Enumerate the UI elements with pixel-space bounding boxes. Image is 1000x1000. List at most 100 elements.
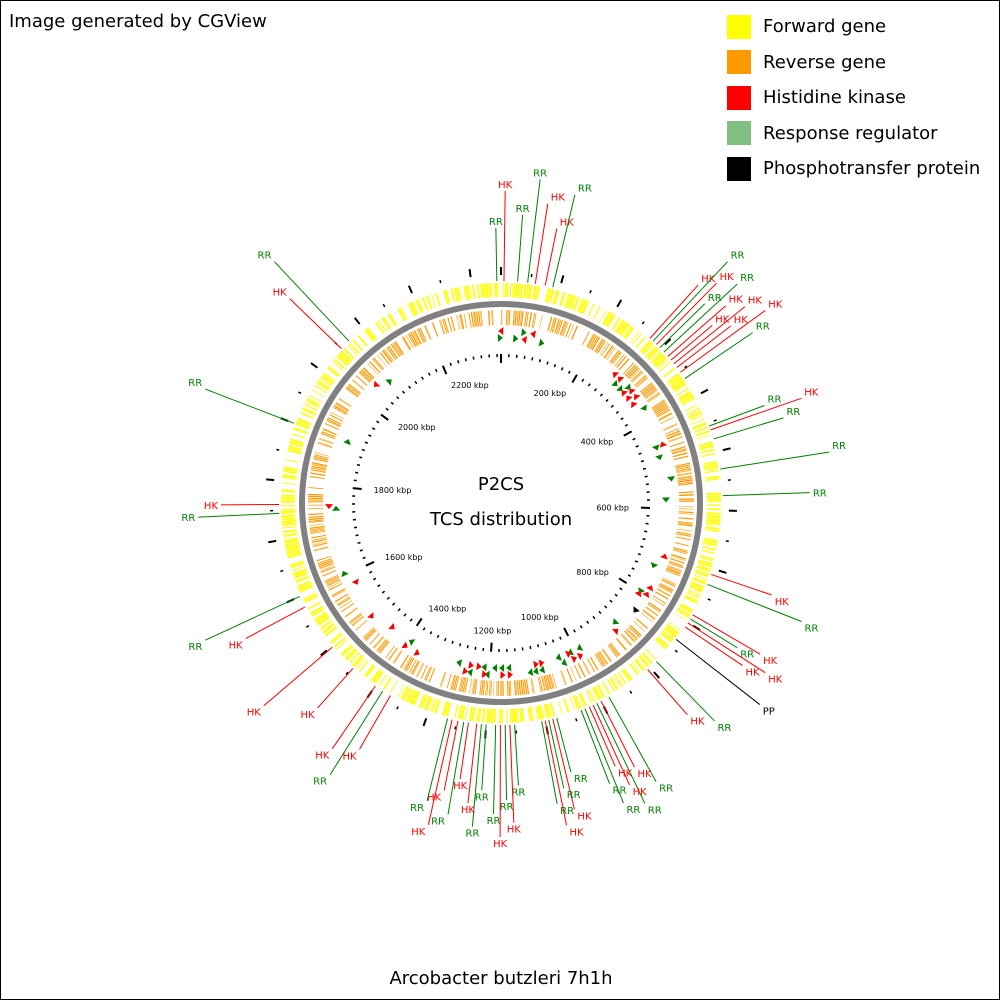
forward-gene [289, 442, 303, 448]
forward-gene-track [281, 283, 721, 723]
reverse-gene [500, 680, 501, 696]
forward-gene [689, 414, 703, 422]
ruler-tick [631, 567, 635, 570]
tcs-label-rr: RR [768, 395, 782, 406]
forward-gene [687, 589, 701, 597]
tcs-arrow-rr [539, 665, 546, 674]
ruler-tick [627, 574, 632, 577]
reverse-gene [345, 388, 358, 398]
forward-gene [651, 353, 663, 364]
reverse-gene [582, 661, 590, 675]
forward-gene [364, 329, 375, 342]
forward-gene [706, 517, 721, 520]
organism-name: Arcobacter butzleri 7h1h [389, 968, 613, 989]
ruler-label: 2000 kbp [398, 423, 436, 432]
ruler-tick [490, 642, 493, 652]
forward-gene [283, 534, 298, 538]
tcs-arrow-hk [533, 660, 539, 669]
ruler-label: 800 kbp [576, 568, 609, 577]
forward-gene [619, 322, 629, 336]
reverse-gene [502, 680, 504, 696]
forward-gene [614, 319, 624, 332]
forward-gene [446, 702, 452, 717]
reverse-gene [634, 375, 647, 386]
ruler-tick [599, 393, 603, 397]
forward-gene [317, 616, 330, 626]
reverse-gene [667, 436, 683, 442]
forward-gene [667, 373, 680, 383]
reverse-gene [670, 555, 686, 561]
forward-gene [441, 701, 447, 716]
ruler-tick [571, 374, 578, 384]
reverse-gene [678, 517, 694, 520]
forward-gene [499, 708, 500, 723]
forward-gene [703, 462, 718, 466]
outer-tick [560, 275, 565, 284]
reverse-gene [459, 676, 464, 692]
outer-tick [713, 419, 717, 422]
forward-gene [516, 708, 519, 723]
ruler-tick [457, 360, 460, 364]
forward-gene [488, 708, 491, 723]
reverse-gene [630, 370, 643, 382]
reverse-gene [565, 322, 572, 338]
reverse-gene [655, 406, 669, 415]
tcs-label-hk: HK [690, 717, 705, 728]
forward-gene [572, 695, 580, 710]
forward-gene [705, 526, 720, 530]
tcs-arrow-hk [468, 660, 474, 669]
forward-gene [688, 412, 703, 420]
reverse-gene [318, 438, 334, 445]
reverse-gene [318, 559, 333, 566]
forward-gene [397, 684, 405, 698]
ruler-tick [615, 410, 620, 414]
tcs-label-hk: HK [633, 787, 648, 798]
forward-gene [704, 466, 719, 470]
forward-gene [353, 656, 365, 668]
reverse-gene [640, 612, 654, 623]
forward-gene [516, 283, 520, 298]
reverse-gene [659, 583, 673, 592]
forward-gene [550, 702, 556, 717]
tcs-leader-line [670, 324, 713, 361]
ruler-tick [396, 396, 400, 400]
reverse-gene [308, 497, 324, 500]
tcs-label-hk: HK [560, 218, 575, 229]
forward-gene [506, 283, 509, 298]
ruler-tick [409, 618, 413, 622]
reverse-gene [428, 668, 436, 683]
tcs-label-hk: HK [637, 769, 652, 780]
forward-gene [687, 410, 702, 418]
forward-gene [399, 307, 407, 321]
forward-gene [523, 284, 527, 299]
reverse-gene [513, 680, 517, 696]
reverse-gene [358, 372, 371, 383]
reverse-gene [677, 522, 693, 525]
outer-tick [575, 718, 578, 722]
forward-gene [623, 326, 634, 339]
reverse-gene [317, 442, 332, 449]
outer-tick [454, 726, 457, 730]
forward-gene [578, 299, 585, 313]
tcs-leader-line [680, 310, 766, 373]
ruler-tick [536, 644, 540, 648]
forward-gene [347, 344, 358, 356]
reverse-gene [408, 332, 417, 347]
reverse-gene [487, 310, 491, 326]
tcs-leader-line [548, 719, 565, 789]
ruler-tick [560, 367, 564, 371]
reverse-gene [355, 620, 368, 631]
tcs-arrow-rr [408, 639, 416, 647]
forward-gene [549, 289, 555, 304]
tcs-arrow-hk [401, 641, 408, 649]
forward-gene [303, 593, 317, 601]
reverse-gene [615, 638, 627, 651]
forward-gene [480, 283, 483, 298]
forward-gene [285, 542, 300, 547]
forward-gene [506, 708, 508, 723]
tcs-arrow-hk [646, 585, 654, 592]
reverse-gene [348, 383, 362, 394]
tcs-leader-line [711, 573, 772, 596]
reverse-gene [668, 436, 683, 443]
reverse-gene [652, 595, 667, 604]
